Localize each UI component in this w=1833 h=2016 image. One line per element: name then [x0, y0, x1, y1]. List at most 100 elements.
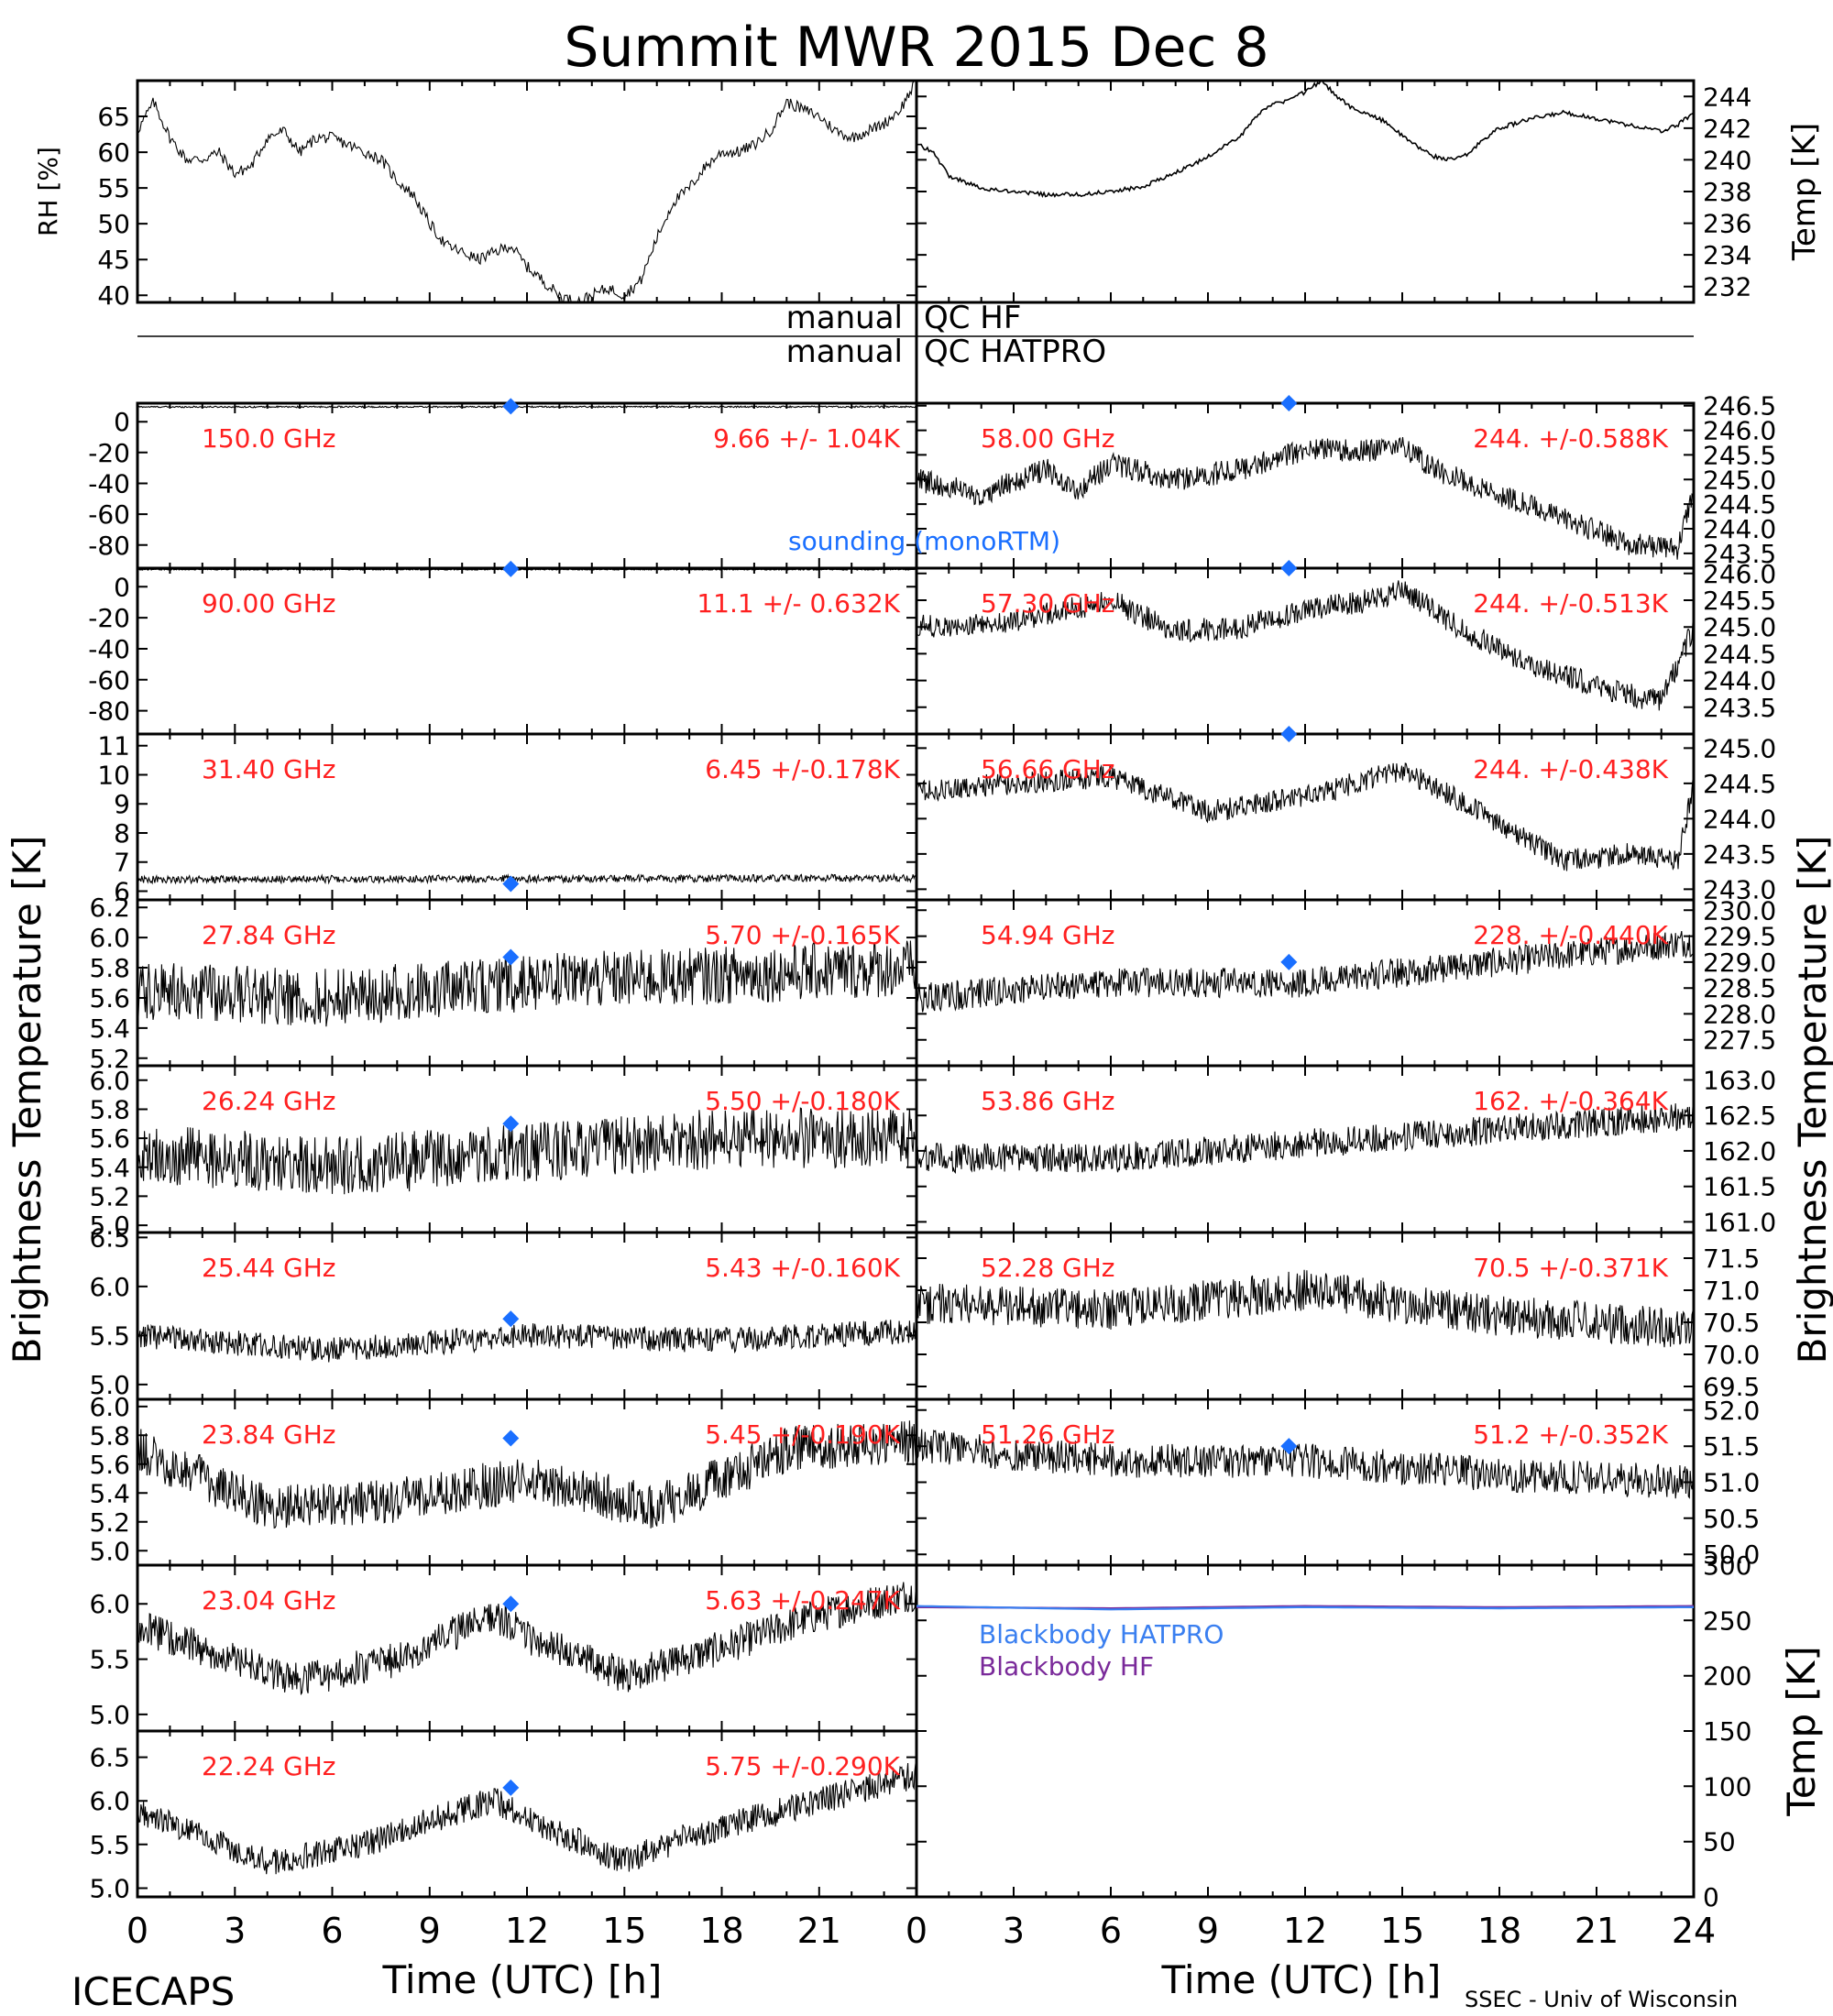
- right-panel-2-stat-label: 244. +/-0.513K: [1473, 588, 1668, 619]
- right-panel-6-y-tick-label: 69.5: [1703, 1372, 1760, 1402]
- rh-y-tick-label: 40: [97, 280, 130, 311]
- x-tick-label-right: 0: [906, 1911, 927, 1951]
- left-panel-3-series-line: [137, 872, 917, 885]
- right-panel-1-y-tick-label: 244.5: [1703, 489, 1776, 520]
- temp-y-tick-label: 242: [1703, 114, 1751, 144]
- left-panel-2-y-tick-label: -80: [88, 696, 130, 727]
- left-panel-4-y-tick-label: 5.4: [89, 1013, 130, 1044]
- left-panel-8-y-tick-label: 5.0: [89, 1700, 130, 1730]
- right-panel-3-x-ticks: [916, 734, 1695, 900]
- xlabel-right: Time (UTC) [h]: [1161, 1957, 1442, 2002]
- left-panel-1-stat-label: 9.66 +/- 1.04K: [713, 423, 900, 454]
- right-panel-2-y-tick-label: 245.0: [1703, 612, 1776, 642]
- right-panel-7-y-tick-label: 51.5: [1703, 1431, 1760, 1462]
- left-panel-3-freq-label: 31.40 GHz: [202, 754, 336, 784]
- right-panel-4-y-tick-label: 230.0: [1703, 895, 1776, 926]
- chart-title: Summit MWR 2015 Dec 8: [564, 16, 1268, 80]
- left-panel-5-stat-label: 5.50 +/-0.180K: [705, 1086, 900, 1116]
- footer-right: SSEC - Univ of Wisconsin: [1465, 1987, 1738, 2012]
- right-panel-3-y-tick-label: 243.5: [1703, 839, 1776, 870]
- right-panel-7-series-line: [916, 1429, 1695, 1499]
- right-panel-5-stat-label: 162. +/-0.364K: [1473, 1086, 1668, 1116]
- left-panel-5-y-tick-label: 5.0: [89, 1211, 130, 1241]
- left-panel-9-y-axis: 5.0 5.5 6.0 6.5: [89, 1743, 916, 1903]
- blackbody-y-tick-label: 150: [1703, 1716, 1751, 1747]
- left-panel-1-series-line: [137, 405, 917, 409]
- left-panel-7-sounding-marker: [502, 1430, 520, 1447]
- right-panel-2-y-tick-label: 245.5: [1703, 586, 1776, 616]
- right-panel-3-y-tick-label: 244.0: [1703, 804, 1776, 834]
- blackbody-y-tick-label: 200: [1703, 1661, 1751, 1692]
- blackbody-y-tick-label: 250: [1703, 1605, 1751, 1636]
- right-panel-7-freq-label: 51.26 GHz: [981, 1419, 1115, 1450]
- x-tick-label-right: 18: [1477, 1911, 1521, 1951]
- left-panel-6-stat-label: 5.43 +/-0.160K: [705, 1253, 900, 1283]
- left-panel-2-y-tick-label: -20: [88, 603, 130, 633]
- left-panel-9-x-ticks: [137, 1731, 917, 1897]
- left-panel-5-y-tick-label: 5.8: [89, 1094, 130, 1124]
- left-panel-4-y-tick-label: 6.2: [89, 893, 130, 923]
- x-tick-label-right: 21: [1575, 1911, 1619, 1951]
- rh-y-axis: 40 45 50 55 60 65: [97, 102, 916, 311]
- left-panel-1-sounding-marker: [502, 398, 520, 415]
- right-panel-4-y-tick-label: 229.0: [1703, 948, 1776, 978]
- blackbody-y-tick-label: 100: [1703, 1771, 1751, 1802]
- left-panel-2-y-tick-label: -60: [88, 665, 130, 696]
- legend-blackbody-hf: Blackbody HF: [979, 1651, 1154, 1682]
- right-panel-6-stat-label: 70.5 +/-0.371K: [1473, 1253, 1668, 1283]
- right-panel-7-y-tick-label: 52.0: [1703, 1396, 1760, 1426]
- right-panel-2-sounding-marker: [1280, 560, 1298, 576]
- left-panel-4-y-tick-label: 6.0: [89, 923, 130, 953]
- right-panel-6-freq-label: 52.28 GHz: [981, 1253, 1115, 1283]
- right-panel-2-y-tick-label: 243.5: [1703, 693, 1776, 723]
- left-panel-6-x-ticks: [137, 1233, 917, 1399]
- left-panel-4-freq-label: 27.84 GHz: [202, 920, 336, 950]
- blackbody-x-ticks: [916, 1565, 1695, 1897]
- left-panel-4-y-tick-label: 5.8: [89, 953, 130, 983]
- right-panel-5-freq-label: 53.86 GHz: [981, 1086, 1115, 1116]
- left-panel-7-y-axis: 5.05.25.45.65.86.0: [89, 1392, 916, 1566]
- temp-y-tick-label: 244: [1703, 82, 1751, 112]
- right-panel-6-y-tick-label: 71.0: [1703, 1276, 1760, 1306]
- left-panel-5-y-tick-label: 6.0: [89, 1066, 130, 1096]
- left-panel-6-y-tick-label: 6.5: [89, 1222, 130, 1253]
- left-panel-8-freq-label: 23.04 GHz: [202, 1585, 336, 1616]
- left-panel-7-x-ticks: [137, 1399, 917, 1565]
- left-panel-4-sounding-marker: [502, 948, 520, 966]
- right-panel-4-y-tick-label: 228.5: [1703, 973, 1776, 1003]
- right-panel-6-y-tick-label: 70.5: [1703, 1308, 1760, 1338]
- left-panel-7-freq-label: 23.84 GHz: [202, 1419, 336, 1450]
- right-panel-1-y-tick-label: 246.5: [1703, 391, 1776, 422]
- right-panel-2-series-line: [916, 580, 1695, 711]
- right-panel-3-y-tick-label: 245.0: [1703, 733, 1776, 763]
- left-panel-2-freq-label: 90.00 GHz: [202, 588, 336, 619]
- right-panel-1-freq-label: 58.00 GHz: [981, 423, 1115, 454]
- right-panel-3-y-axis: 243.0 243.5 244.0 244.5 245.0: [916, 733, 1776, 904]
- left-panel-7-stat-label: 5.45 +/-0.190K: [705, 1419, 900, 1450]
- left-panel-1-y-tick-label: -80: [88, 531, 130, 561]
- left-panel-7-y-tick-label: 5.0: [89, 1536, 130, 1566]
- left-panel-6-series-line: [137, 1320, 917, 1363]
- left-panel-1-y-tick-label: -60: [88, 499, 130, 530]
- right-panel-7-sounding-marker: [1280, 1438, 1298, 1455]
- x-tick-label-left: 12: [505, 1911, 549, 1951]
- right-panel-4-sounding-marker: [1280, 953, 1298, 970]
- left-panel-1-y-tick-label: -20: [88, 438, 130, 468]
- left-panel-4-series-line: [137, 939, 917, 1027]
- left-panel-5-y-tick-label: 5.2: [89, 1181, 130, 1211]
- x-tick-label-right: 6: [1100, 1911, 1122, 1951]
- x-tick-label-left: 21: [797, 1911, 841, 1951]
- right-panel-4-y-tick-label: 227.5: [1703, 1025, 1776, 1056]
- rh-y-tick-label: 60: [97, 137, 130, 168]
- blackbody-y-tick-label: 0: [1703, 1882, 1719, 1912]
- right-panel-1-y-tick-label: 243.5: [1703, 539, 1776, 569]
- left-panel-3-y-tick-label: 11: [97, 731, 130, 761]
- legend-sounding: sounding (monoRTM): [788, 526, 1060, 556]
- left-panel-1-y-tick-label: -40: [88, 468, 130, 499]
- right-panel-2-y-tick-label: 244.0: [1703, 666, 1776, 696]
- left-panel-7-y-tick-label: 5.6: [89, 1450, 130, 1480]
- right-panel-1-stat-label: 244. +/-0.588K: [1473, 423, 1668, 454]
- blackbody-y-tick-label: 300: [1703, 1550, 1751, 1581]
- temp-y-tick-label: 240: [1703, 145, 1751, 175]
- xlabel-left: Time (UTC) [h]: [382, 1957, 663, 2002]
